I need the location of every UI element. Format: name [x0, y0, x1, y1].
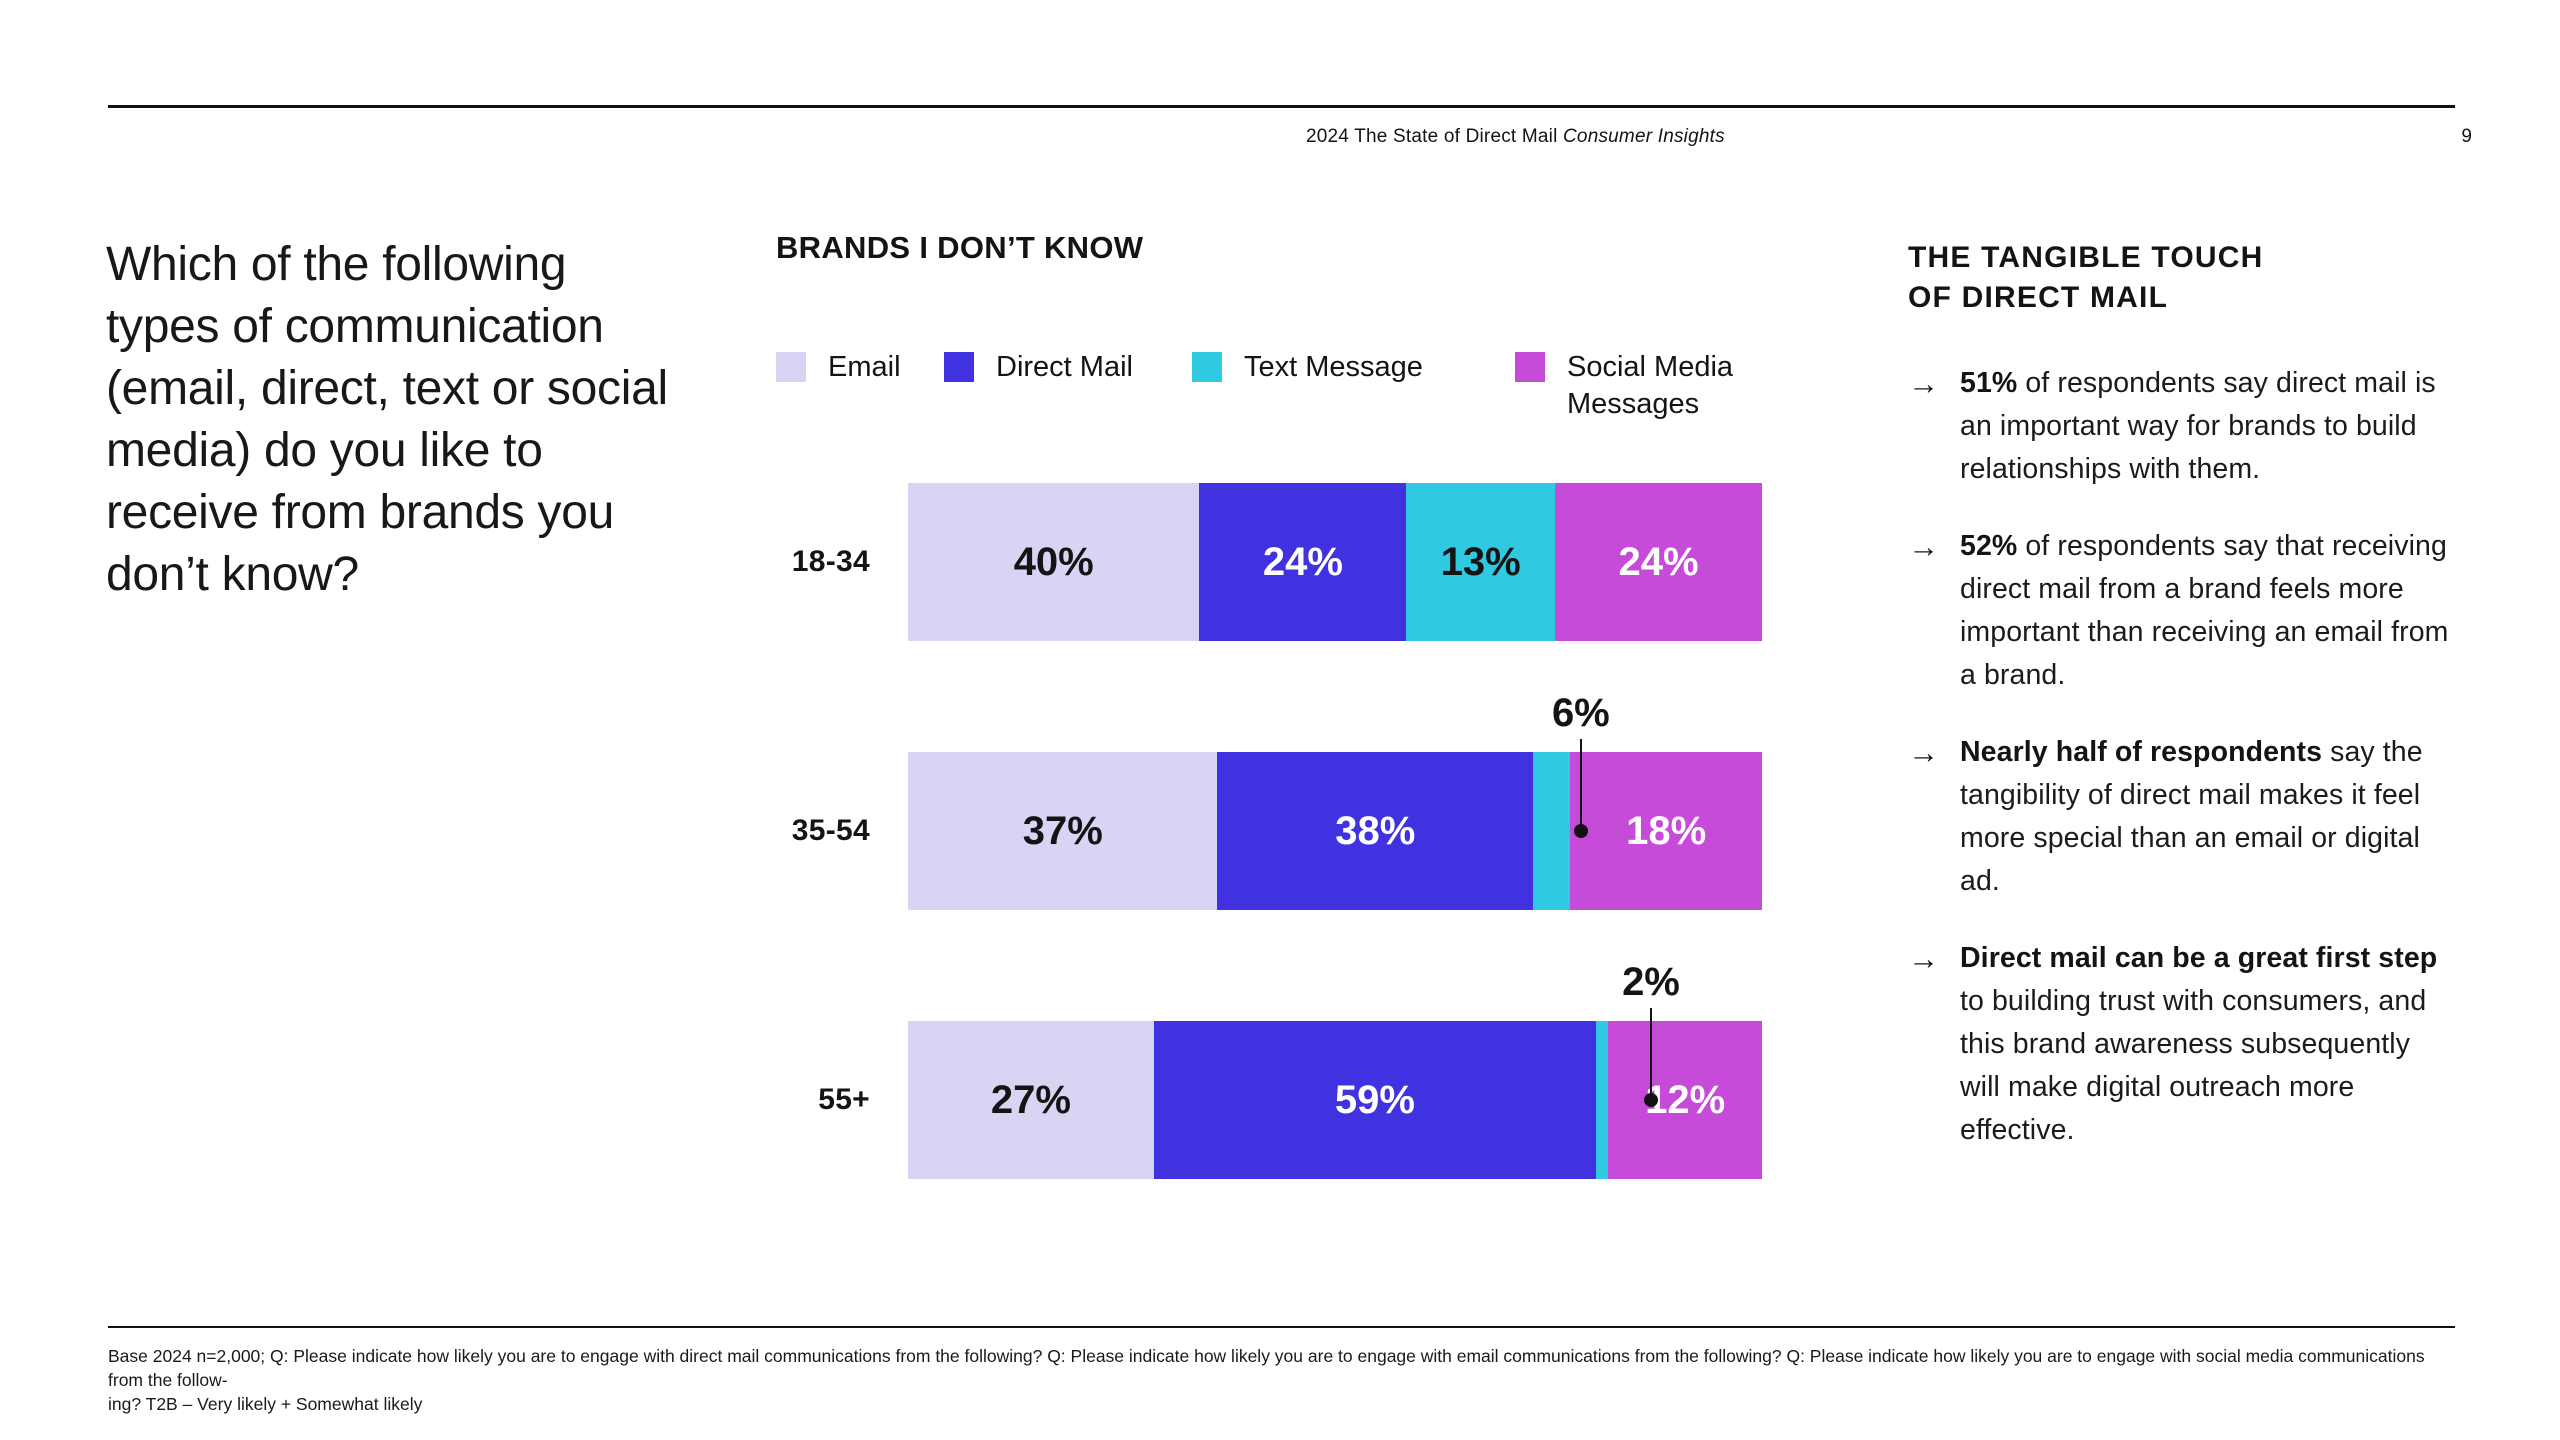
chart-legend: Email Direct Mail Text Message Social Me… — [776, 349, 1826, 479]
bar-segment-text-message — [1533, 752, 1571, 910]
footnote: Base 2024 n=2,000; Q: Please indicate ho… — [108, 1344, 2455, 1416]
insights-panel: THE TANGIBLE TOUCH OF DIRECT MAIL → 51% … — [1908, 238, 2483, 1186]
bar-segment-email: 37% — [908, 752, 1218, 910]
age-group-label: 35-54 — [791, 814, 870, 847]
header-title-italic: Consumer Insights — [1563, 126, 1725, 147]
callout-dot — [1643, 1093, 1658, 1107]
chart-row: 55+ 27% 59% 2% 12% — [775, 960, 1763, 1179]
arrow-icon: → — [1908, 941, 1939, 976]
age-group-label: 55+ — [818, 1083, 870, 1116]
report-header: 2024 The State of Direct Mail Consumer I… — [1306, 126, 1725, 148]
legend-label: Direct Mail — [996, 351, 1133, 383]
legend-swatch-social-media — [1515, 352, 1545, 382]
insight-bullet: → 51% of respondents say direct mail is … — [1908, 362, 2483, 491]
insight-body: of respondents say direct mail is an imp… — [1960, 367, 2436, 485]
insight-body: of respondents say that receiving direct… — [1960, 530, 2449, 691]
insight-lead: 51% — [1960, 367, 2018, 399]
insight-bullet: → Nearly half of respondents say the tan… — [1908, 731, 2483, 903]
age-group-label: 18-34 — [791, 545, 870, 578]
legend-swatch-text-message — [1192, 352, 1222, 382]
insight-bullet: → 52% of respondents say that receiving … — [1908, 525, 2483, 697]
legend-item-email: Email — [776, 349, 901, 386]
callout-dot — [1573, 824, 1588, 838]
bar-segment-email: 27% — [908, 1021, 1154, 1179]
insight-text: Direct mail can be a great first step to… — [1960, 937, 2450, 1152]
bar-segment-direct-mail: 59% — [1153, 1021, 1597, 1179]
insights-heading-line1: THE TANGIBLE TOUCH — [1908, 241, 2264, 274]
bar-segment-email: 40% — [908, 483, 1200, 641]
legend-label: Social Media Messages — [1567, 351, 1734, 420]
top-divider — [108, 105, 2455, 108]
callout-value-label: 6% — [1551, 691, 1610, 735]
stacked-bar-chart: 18-34 40% 24% 13% 24% 35-54 37% 38% 6% 18% 55+ 27% 5… — [775, 483, 1763, 1290]
bar-segment-social-media-messages: 18% — [1570, 752, 1763, 910]
chart-row: 18-34 40% 24% 13% 24% — [775, 483, 1762, 641]
question-text: Which of the following types of communic… — [106, 238, 668, 601]
legend-swatch-email — [776, 352, 806, 382]
legend-item-text-message: Text Message — [1192, 349, 1423, 386]
header-title-prefix: 2024 The State of Direct Mail — [1306, 126, 1563, 147]
legend-swatch-direct-mail — [944, 352, 974, 382]
chart-row: 35-54 37% 38% 6% 18% — [775, 691, 1763, 910]
bar-segment-text-message — [1596, 1021, 1609, 1179]
footnote-divider — [108, 1326, 2455, 1328]
footnote-line1: Base 2024 n=2,000; Q: Please indicate ho… — [108, 1346, 2425, 1390]
footnote-line2: ing? T2B – Very likely + Somewhat likely — [108, 1394, 423, 1414]
insight-text: 52% of respondents say that receiving di… — [1960, 525, 2450, 697]
insight-lead: Direct mail can be a great first step — [1960, 942, 2438, 974]
stacked-bar: 27% 59% 2% 12% — [908, 960, 1763, 1179]
insight-bullet: → Direct mail can be a great first step … — [1908, 937, 2483, 1152]
legend-item-direct-mail: Direct Mail — [944, 349, 1133, 386]
insight-body: say the tangibility of direct mail makes… — [1960, 736, 2423, 897]
arrow-icon: → — [1908, 735, 1939, 770]
bar-segment-direct-mail: 38% — [1217, 752, 1534, 910]
insight-lead: Nearly half of respondents — [1960, 736, 2323, 768]
insights-heading: THE TANGIBLE TOUCH OF DIRECT MAIL — [1908, 238, 2483, 318]
arrow-icon: → — [1908, 529, 1939, 564]
bar-segment-direct-mail: 24% — [1199, 483, 1407, 641]
insight-body: to building trust with consumers, and th… — [1960, 985, 2427, 1146]
legend-label: Text Message — [1244, 351, 1423, 383]
page-number: 9 — [2461, 126, 2472, 147]
insight-text: 51% of respondents say direct mail is an… — [1960, 362, 2450, 491]
insight-text: Nearly half of respondents say the tangi… — [1960, 731, 2450, 903]
stacked-bar: 37% 38% 6% 18% — [908, 691, 1763, 910]
bar-segment-text-message: 13% — [1406, 483, 1556, 641]
chart-title: BRANDS I DON’T KNOW — [776, 230, 1144, 265]
arrow-icon: → — [1908, 366, 1939, 401]
bar-segment-social-media-messages: 12% — [1608, 1021, 1763, 1179]
bar-segment-social-media-messages: 24% — [1555, 483, 1762, 641]
insight-lead: 52% — [1960, 530, 2018, 562]
insights-heading-line2: OF DIRECT MAIL — [1908, 281, 2169, 314]
stacked-bar: 40% 24% 13% 24% — [908, 483, 1762, 641]
callout-value-label: 2% — [1622, 960, 1680, 1004]
legend-label: Email — [828, 351, 901, 383]
legend-item-social-media: Social Media Messages — [1515, 349, 1757, 423]
callout-line — [1649, 1008, 1653, 1100]
callout-line — [1579, 739, 1583, 831]
